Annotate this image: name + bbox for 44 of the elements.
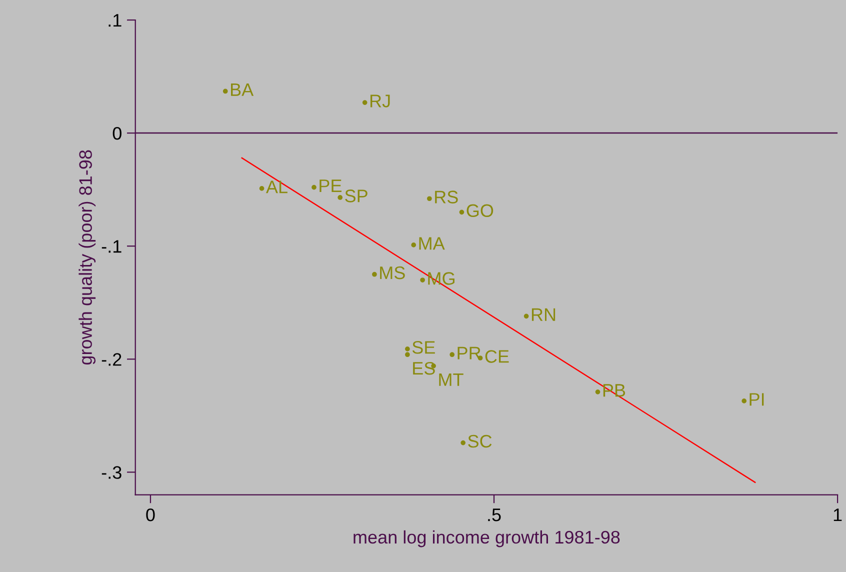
y-tick-label: .1 xyxy=(108,14,122,27)
data-label: RS xyxy=(435,190,458,204)
data-label: CE xyxy=(485,350,509,363)
point xyxy=(222,88,228,94)
y-tick-label: -.1 xyxy=(102,240,122,253)
point xyxy=(411,242,416,248)
x-tick-label: .5 xyxy=(488,508,501,522)
data-label: SC xyxy=(468,434,492,448)
y-tick-label: 0 xyxy=(112,126,122,140)
data-label: AL xyxy=(266,180,288,194)
point xyxy=(420,278,425,282)
data-label: MS xyxy=(380,266,405,280)
point xyxy=(742,398,747,404)
y-tick-label: -.2 xyxy=(102,353,122,366)
point xyxy=(426,196,432,202)
data-label: MT xyxy=(439,373,464,386)
point xyxy=(595,389,600,394)
x-tick-label: 0 xyxy=(146,508,155,522)
point xyxy=(459,210,464,215)
data-label: SP xyxy=(345,190,368,202)
point xyxy=(460,440,466,446)
point xyxy=(259,186,264,191)
data-label: PI xyxy=(750,393,764,406)
point xyxy=(450,352,455,358)
point xyxy=(362,100,368,105)
point xyxy=(524,314,529,319)
point xyxy=(312,184,316,190)
point xyxy=(372,272,377,277)
data-label: BA xyxy=(231,83,254,96)
data-label: MA xyxy=(419,237,445,250)
data-label: ES xyxy=(413,362,435,375)
data-label: RN xyxy=(532,308,556,321)
data-label: RJ xyxy=(370,94,390,108)
x-tick-label: 1 xyxy=(834,508,842,522)
point xyxy=(338,195,343,200)
y-axis-title: growth quality (poor) 81-98 xyxy=(78,150,96,365)
data-label: PR xyxy=(458,346,481,360)
point xyxy=(405,346,410,352)
point xyxy=(405,352,410,358)
data-label: PE xyxy=(320,180,342,192)
x-axis-title: mean log income growth 1981-98 xyxy=(354,530,620,548)
data-label: GO xyxy=(466,204,494,218)
y-tick-label: -.3 xyxy=(102,466,122,479)
data-label: SE xyxy=(412,341,435,354)
